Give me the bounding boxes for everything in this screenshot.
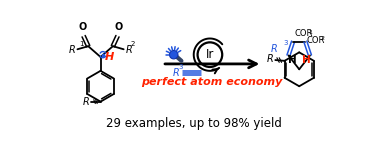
Text: R: R (126, 45, 133, 55)
Text: O: O (79, 22, 87, 32)
Text: R: R (83, 97, 90, 107)
Text: 1: 1 (79, 41, 84, 47)
Circle shape (169, 50, 178, 59)
Text: R: R (173, 68, 180, 78)
Text: 1: 1 (308, 30, 312, 35)
Text: 3: 3 (178, 64, 183, 70)
Text: H: H (302, 55, 310, 65)
Text: H: H (104, 52, 114, 62)
Text: R: R (68, 45, 75, 55)
Text: R: R (267, 54, 274, 64)
Text: O: O (114, 22, 122, 32)
Text: 2: 2 (321, 36, 325, 41)
Text: 2: 2 (130, 41, 135, 47)
Text: COR: COR (307, 36, 325, 45)
Text: perfect atom economy: perfect atom economy (141, 77, 283, 87)
Text: Ir: Ir (206, 48, 214, 61)
Text: R: R (271, 44, 278, 54)
Text: 29 examples, up to 98% yield: 29 examples, up to 98% yield (106, 118, 282, 130)
Text: 3: 3 (283, 40, 288, 46)
Text: H: H (288, 55, 297, 65)
Text: COR: COR (294, 30, 313, 38)
